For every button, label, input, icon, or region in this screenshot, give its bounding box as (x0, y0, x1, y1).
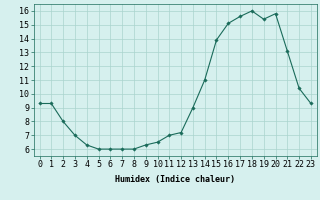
X-axis label: Humidex (Indice chaleur): Humidex (Indice chaleur) (115, 175, 235, 184)
